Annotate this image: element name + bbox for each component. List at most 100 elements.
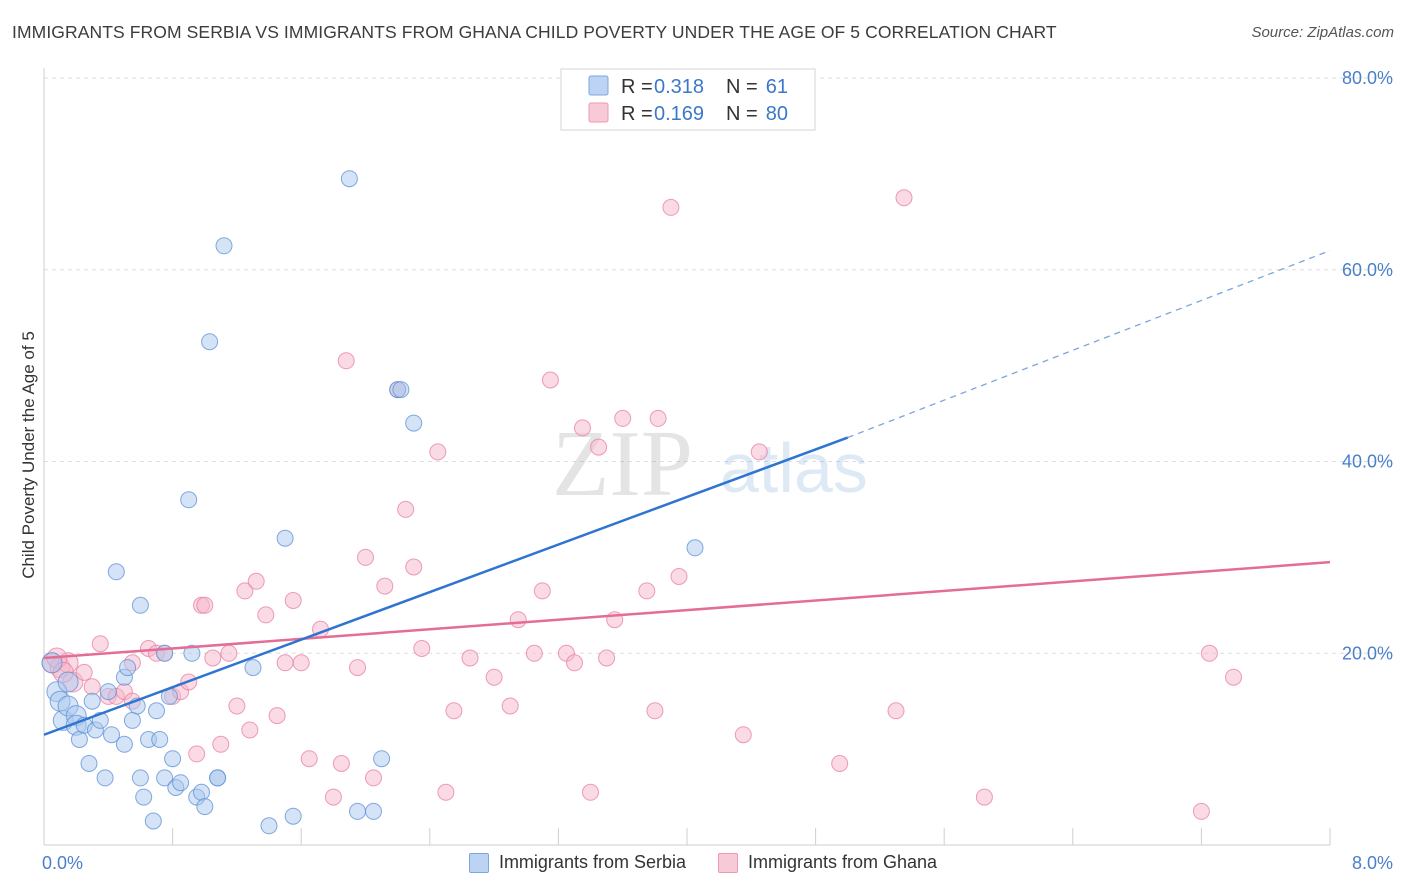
- watermark: ZIP atlas: [552, 412, 868, 516]
- tick-labels: 20.0% 40.0% 60.0% 80.0% 0.0% 8.0%: [42, 68, 1393, 873]
- data-point: [340, 170, 358, 188]
- data-point: [241, 721, 259, 739]
- watermark-atlas: atlas: [720, 429, 868, 507]
- y-tick-label: 80.0%: [1342, 68, 1393, 88]
- data-point: [1200, 644, 1218, 662]
- y-tick-label: 60.0%: [1342, 260, 1393, 280]
- data-point: [151, 731, 169, 748]
- data-point: [895, 189, 913, 207]
- data-point: [332, 755, 350, 772]
- legend-n-value: 80: [766, 103, 788, 125]
- data-point: [260, 817, 278, 835]
- data-point: [590, 438, 608, 456]
- data-point: [373, 750, 391, 768]
- x-tick-label: 8.0%: [1352, 853, 1393, 873]
- data-point: [413, 640, 431, 657]
- data-point: [284, 592, 302, 609]
- data-point: [144, 812, 162, 830]
- data-point: [397, 500, 415, 518]
- data-point: [156, 769, 174, 787]
- axes: [43, 68, 1331, 846]
- legend-r-value: 0.318: [654, 76, 704, 98]
- data-point: [975, 788, 993, 806]
- data-point: [501, 697, 519, 715]
- data-point: [83, 692, 101, 710]
- data-point: [533, 582, 551, 600]
- data-point: [172, 774, 190, 792]
- y-tick-label: 20.0%: [1342, 643, 1393, 663]
- legend-r-label: R =: [621, 76, 653, 98]
- data-point: [437, 783, 455, 801]
- y-tick-label: 40.0%: [1342, 452, 1393, 472]
- data-point: [582, 783, 599, 801]
- data-point: [541, 371, 559, 389]
- data-point: [236, 582, 254, 600]
- legend-item-ghana: Immigrants from Ghana: [718, 852, 937, 873]
- data-point: [131, 596, 149, 614]
- data-point: [268, 707, 286, 725]
- data-point: [204, 649, 222, 667]
- data-point: [405, 414, 423, 432]
- data-point: [1225, 668, 1242, 686]
- data-point: [228, 697, 246, 715]
- data-point: [649, 409, 667, 427]
- data-point: [686, 539, 704, 557]
- data-point: [215, 237, 233, 255]
- legend-label-ghana: Immigrants from Ghana: [748, 852, 938, 872]
- data-point: [57, 671, 79, 693]
- legend-box-swatch: [588, 102, 609, 123]
- series-serbia-points: [41, 170, 704, 835]
- legend-box: R = 0.318 N = 61 R = 0.169 N = 80: [560, 68, 816, 131]
- legend-item-serbia: Immigrants from Serbia: [468, 852, 686, 873]
- legend-r-value: 0.169: [654, 103, 704, 125]
- data-point: [99, 683, 117, 701]
- data-point: [220, 644, 238, 662]
- data-point: [83, 678, 101, 696]
- data-point: [70, 731, 88, 748]
- legend-n-label: N =: [726, 103, 758, 125]
- legend-r-label: R =: [621, 103, 653, 125]
- legend-box-swatch: [588, 75, 609, 96]
- source-label: Source: ZipAtlas.com: [1251, 24, 1394, 41]
- data-point: [193, 783, 210, 801]
- legend-swatch-serbia: [468, 852, 489, 873]
- data-point: [638, 582, 656, 600]
- data-point: [324, 788, 342, 806]
- legend-n-value: 61: [766, 76, 788, 98]
- data-point: [188, 745, 206, 763]
- data-point: [1192, 802, 1210, 820]
- data-point: [75, 663, 93, 681]
- legend-n-label: N =: [726, 76, 758, 98]
- data-point: [91, 635, 109, 653]
- data-point: [405, 558, 423, 576]
- data-point: [180, 491, 198, 509]
- data-point: [574, 419, 591, 437]
- data-point: [96, 769, 114, 787]
- data-point: [887, 702, 905, 720]
- data-point: [115, 735, 133, 753]
- data-point: [525, 644, 543, 662]
- data-point: [392, 381, 410, 399]
- data-point: [750, 443, 768, 461]
- data-point: [831, 755, 849, 772]
- chart-title: IMMIGRANTS FROM SERBIA VS IMMIGRANTS FRO…: [12, 22, 1057, 42]
- data-point: [614, 409, 632, 427]
- data-point: [196, 596, 214, 614]
- y-axis-label: Child Poverty Under the Age of 5: [19, 331, 38, 579]
- data-point: [349, 802, 366, 820]
- watermark-zip: ZIP: [552, 412, 693, 516]
- data-point: [135, 788, 153, 806]
- data-point: [103, 726, 120, 744]
- data-point: [276, 654, 294, 672]
- grid-lines: [44, 77, 1394, 654]
- data-point: [212, 735, 230, 753]
- trend-line-serbia: [43, 436, 849, 736]
- data-point: [662, 198, 680, 216]
- data-point: [196, 798, 214, 816]
- data-point: [257, 606, 275, 624]
- trend-line-ghana: [43, 560, 1331, 660]
- data-point: [244, 659, 262, 677]
- data-point: [670, 568, 688, 585]
- data-point: [183, 644, 201, 662]
